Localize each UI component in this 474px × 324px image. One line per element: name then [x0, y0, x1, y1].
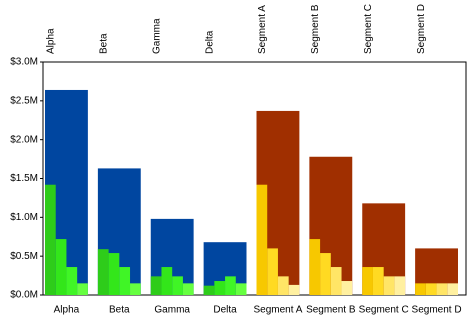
sub-bar — [383, 276, 395, 295]
y-tick-label: $1.5M — [10, 173, 38, 184]
sub-bar — [288, 284, 300, 295]
sub-bar — [235, 283, 247, 295]
sub-bar — [225, 276, 236, 295]
top-category-label: Beta — [99, 33, 110, 54]
x-tick-label: Alpha — [54, 305, 80, 316]
x-tick-label: Delta — [213, 305, 237, 316]
sub-bar — [309, 239, 321, 295]
x-tick-label: Segment C — [359, 305, 409, 316]
sub-bar — [372, 267, 384, 295]
top-category-label: Delta — [204, 30, 215, 54]
sub-bar — [425, 283, 437, 295]
top-category-label: Segment D — [416, 4, 427, 54]
sub-bar — [55, 239, 67, 295]
x-tick-label: Gamma — [154, 305, 190, 316]
y-tick-label: $2.5M — [10, 95, 38, 106]
top-category-label: Gamma — [151, 18, 162, 54]
sub-bar — [130, 283, 141, 295]
top-category-label: Segment C — [363, 4, 374, 54]
sub-bar — [172, 276, 183, 295]
sub-bar — [415, 283, 426, 295]
sub-bar — [394, 276, 406, 295]
sub-bar — [203, 285, 215, 295]
sub-bar — [214, 281, 226, 295]
y-tick-label: $1.0M — [10, 212, 38, 223]
top-category-label: Alpha — [46, 28, 57, 54]
sub-bar — [77, 283, 88, 295]
sub-bar — [161, 267, 173, 295]
top-category-label: Segment A — [257, 5, 268, 54]
x-tick-label: Segment B — [306, 305, 356, 316]
sub-bar — [330, 267, 342, 295]
x-tick-label: Segment D — [412, 305, 462, 316]
x-tick-label: Segment A — [253, 305, 302, 316]
sub-bar — [277, 276, 289, 295]
sub-bar — [447, 283, 458, 295]
sub-bar — [119, 267, 131, 295]
y-tick-label: $2.0M — [10, 134, 38, 145]
sub-bar — [66, 267, 78, 295]
sub-bar — [97, 249, 109, 295]
sub-bar — [320, 253, 331, 295]
sub-bar — [182, 283, 194, 295]
sub-bar — [45, 184, 56, 295]
sub-bar — [150, 276, 162, 295]
sub-bar — [267, 248, 278, 295]
y-tick-label: $0.0M — [10, 290, 38, 301]
x-tick-label: Beta — [109, 305, 130, 316]
sub-bar — [362, 267, 373, 295]
sub-bar — [436, 283, 448, 295]
sub-bar — [341, 281, 353, 295]
sub-bar — [256, 184, 268, 295]
top-category-label: Segment B — [310, 4, 321, 54]
y-tick-label: $3.0M — [10, 57, 38, 68]
sub-bar — [108, 253, 120, 295]
y-tick-label: $0.5M — [10, 251, 38, 262]
